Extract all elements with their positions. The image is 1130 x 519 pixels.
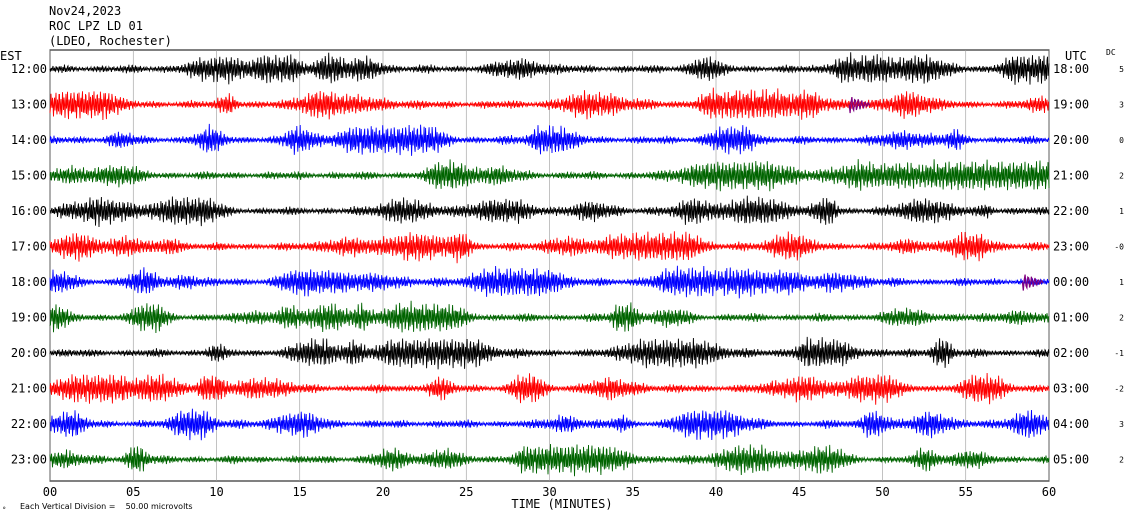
est-time-label: 14:00 bbox=[11, 133, 47, 147]
trace-line bbox=[49, 231, 1050, 264]
x-tick-label: 15 bbox=[293, 485, 307, 499]
utc-time-label: 20:00 bbox=[1053, 133, 1089, 147]
utc-time-label: 22:00 bbox=[1053, 204, 1089, 218]
utc-time-label: 23:00 bbox=[1053, 240, 1089, 254]
trace-line bbox=[49, 159, 1050, 192]
x-tick-label: 40 bbox=[709, 485, 723, 499]
est-time-label: 15:00 bbox=[11, 169, 47, 183]
utc-axis-label: UTC bbox=[1065, 49, 1087, 63]
est-time-label: 16:00 bbox=[11, 204, 47, 218]
trace-line bbox=[49, 336, 1050, 370]
dc-value: 2 bbox=[1119, 456, 1124, 465]
est-time-label: 12:00 bbox=[11, 62, 47, 76]
x-tick-label: 05 bbox=[126, 485, 140, 499]
est-time-label: 13:00 bbox=[11, 98, 47, 112]
trace-line bbox=[49, 123, 1050, 156]
logo-mark: ∘ bbox=[2, 504, 7, 512]
event-marker bbox=[848, 96, 871, 114]
scale-note: Each Vertical Division = 50.00 microvolt… bbox=[20, 502, 193, 511]
x-tick-label: 50 bbox=[875, 485, 889, 499]
utc-time-label: 04:00 bbox=[1053, 417, 1089, 431]
dc-value: 1 bbox=[1119, 278, 1124, 287]
trace-line bbox=[49, 195, 1050, 228]
dc-value: -0 bbox=[1114, 243, 1124, 252]
trace-line bbox=[49, 372, 1050, 405]
x-tick-label: 20 bbox=[376, 485, 390, 499]
utc-time-label: 03:00 bbox=[1053, 382, 1089, 396]
dc-value: 1 bbox=[1119, 207, 1124, 216]
est-time-label: 18:00 bbox=[11, 275, 47, 289]
trace-line bbox=[49, 52, 1050, 85]
utc-time-label: 21:00 bbox=[1053, 169, 1089, 183]
est-time-label: 20:00 bbox=[11, 346, 47, 360]
trace-line bbox=[49, 87, 1050, 121]
est-time-label: 17:00 bbox=[11, 240, 47, 254]
utc-time-label: 05:00 bbox=[1053, 453, 1089, 467]
header-station: ROC LPZ LD 01 bbox=[49, 19, 143, 33]
header-date: Nov24,2023 bbox=[49, 4, 122, 18]
dc-label: DC bbox=[1106, 48, 1116, 57]
x-tick-label: 35 bbox=[626, 485, 640, 499]
dc-value: 3 bbox=[1119, 101, 1124, 110]
x-tick-label: 45 bbox=[792, 485, 806, 499]
est-time-label: 19:00 bbox=[11, 311, 47, 325]
event-marker bbox=[1021, 274, 1044, 291]
est-axis-label: EST bbox=[0, 49, 22, 63]
utc-time-label: 01:00 bbox=[1053, 311, 1089, 325]
x-tick-label: 10 bbox=[209, 485, 223, 499]
header-network: (LDEO, Rochester) bbox=[49, 34, 172, 48]
trace-line bbox=[49, 265, 1050, 299]
x-tick-label: 60 bbox=[1042, 485, 1056, 499]
dc-value: 3 bbox=[1119, 420, 1124, 429]
trace-line bbox=[49, 300, 1050, 334]
dc-value: 5 bbox=[1119, 65, 1124, 74]
utc-time-label: 02:00 bbox=[1053, 346, 1089, 360]
dc-value: -1 bbox=[1114, 349, 1124, 358]
est-time-label: 23:00 bbox=[11, 453, 47, 467]
dc-value: 2 bbox=[1119, 314, 1124, 323]
utc-time-label: 00:00 bbox=[1053, 275, 1089, 289]
dc-value: 2 bbox=[1119, 172, 1124, 181]
dc-value: 0 bbox=[1119, 136, 1124, 145]
dc-value: -2 bbox=[1114, 385, 1124, 394]
est-time-label: 22:00 bbox=[11, 417, 47, 431]
x-tick-label: 55 bbox=[959, 485, 973, 499]
utc-time-label: 18:00 bbox=[1053, 62, 1089, 76]
trace-line bbox=[49, 443, 1050, 477]
x-tick-label: 00 bbox=[43, 485, 57, 499]
trace-line bbox=[49, 408, 1050, 441]
x-tick-label: 25 bbox=[459, 485, 473, 499]
utc-time-label: 19:00 bbox=[1053, 98, 1089, 112]
x-axis-label: TIME (MINUTES) bbox=[511, 497, 612, 511]
est-time-label: 21:00 bbox=[11, 382, 47, 396]
x-tick-label: 30 bbox=[542, 485, 556, 499]
